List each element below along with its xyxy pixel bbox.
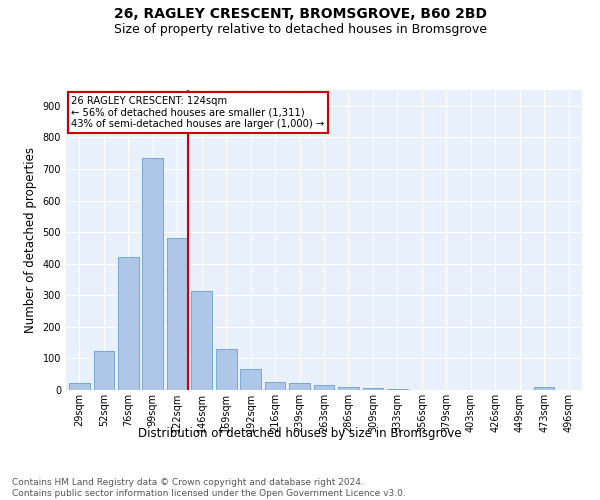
Text: Contains HM Land Registry data © Crown copyright and database right 2024.
Contai: Contains HM Land Registry data © Crown c… — [12, 478, 406, 498]
Y-axis label: Number of detached properties: Number of detached properties — [24, 147, 37, 333]
Bar — [142, 158, 163, 390]
Bar — [265, 382, 286, 390]
Bar — [289, 383, 310, 390]
Text: Size of property relative to detached houses in Bromsgrove: Size of property relative to detached ho… — [113, 22, 487, 36]
Text: Distribution of detached houses by size in Bromsgrove: Distribution of detached houses by size … — [138, 428, 462, 440]
Bar — [94, 350, 114, 390]
Bar — [240, 370, 261, 390]
Bar — [69, 383, 90, 390]
Bar — [362, 388, 383, 390]
Bar — [167, 238, 188, 390]
Bar — [216, 349, 236, 390]
Bar — [118, 258, 139, 390]
Text: 26, RAGLEY CRESCENT, BROMSGROVE, B60 2BD: 26, RAGLEY CRESCENT, BROMSGROVE, B60 2BD — [113, 8, 487, 22]
Bar — [191, 290, 212, 390]
Bar — [338, 387, 359, 390]
Bar — [314, 386, 334, 390]
Bar — [534, 388, 554, 390]
Text: 26 RAGLEY CRESCENT: 124sqm
← 56% of detached houses are smaller (1,311)
43% of s: 26 RAGLEY CRESCENT: 124sqm ← 56% of deta… — [71, 96, 325, 129]
